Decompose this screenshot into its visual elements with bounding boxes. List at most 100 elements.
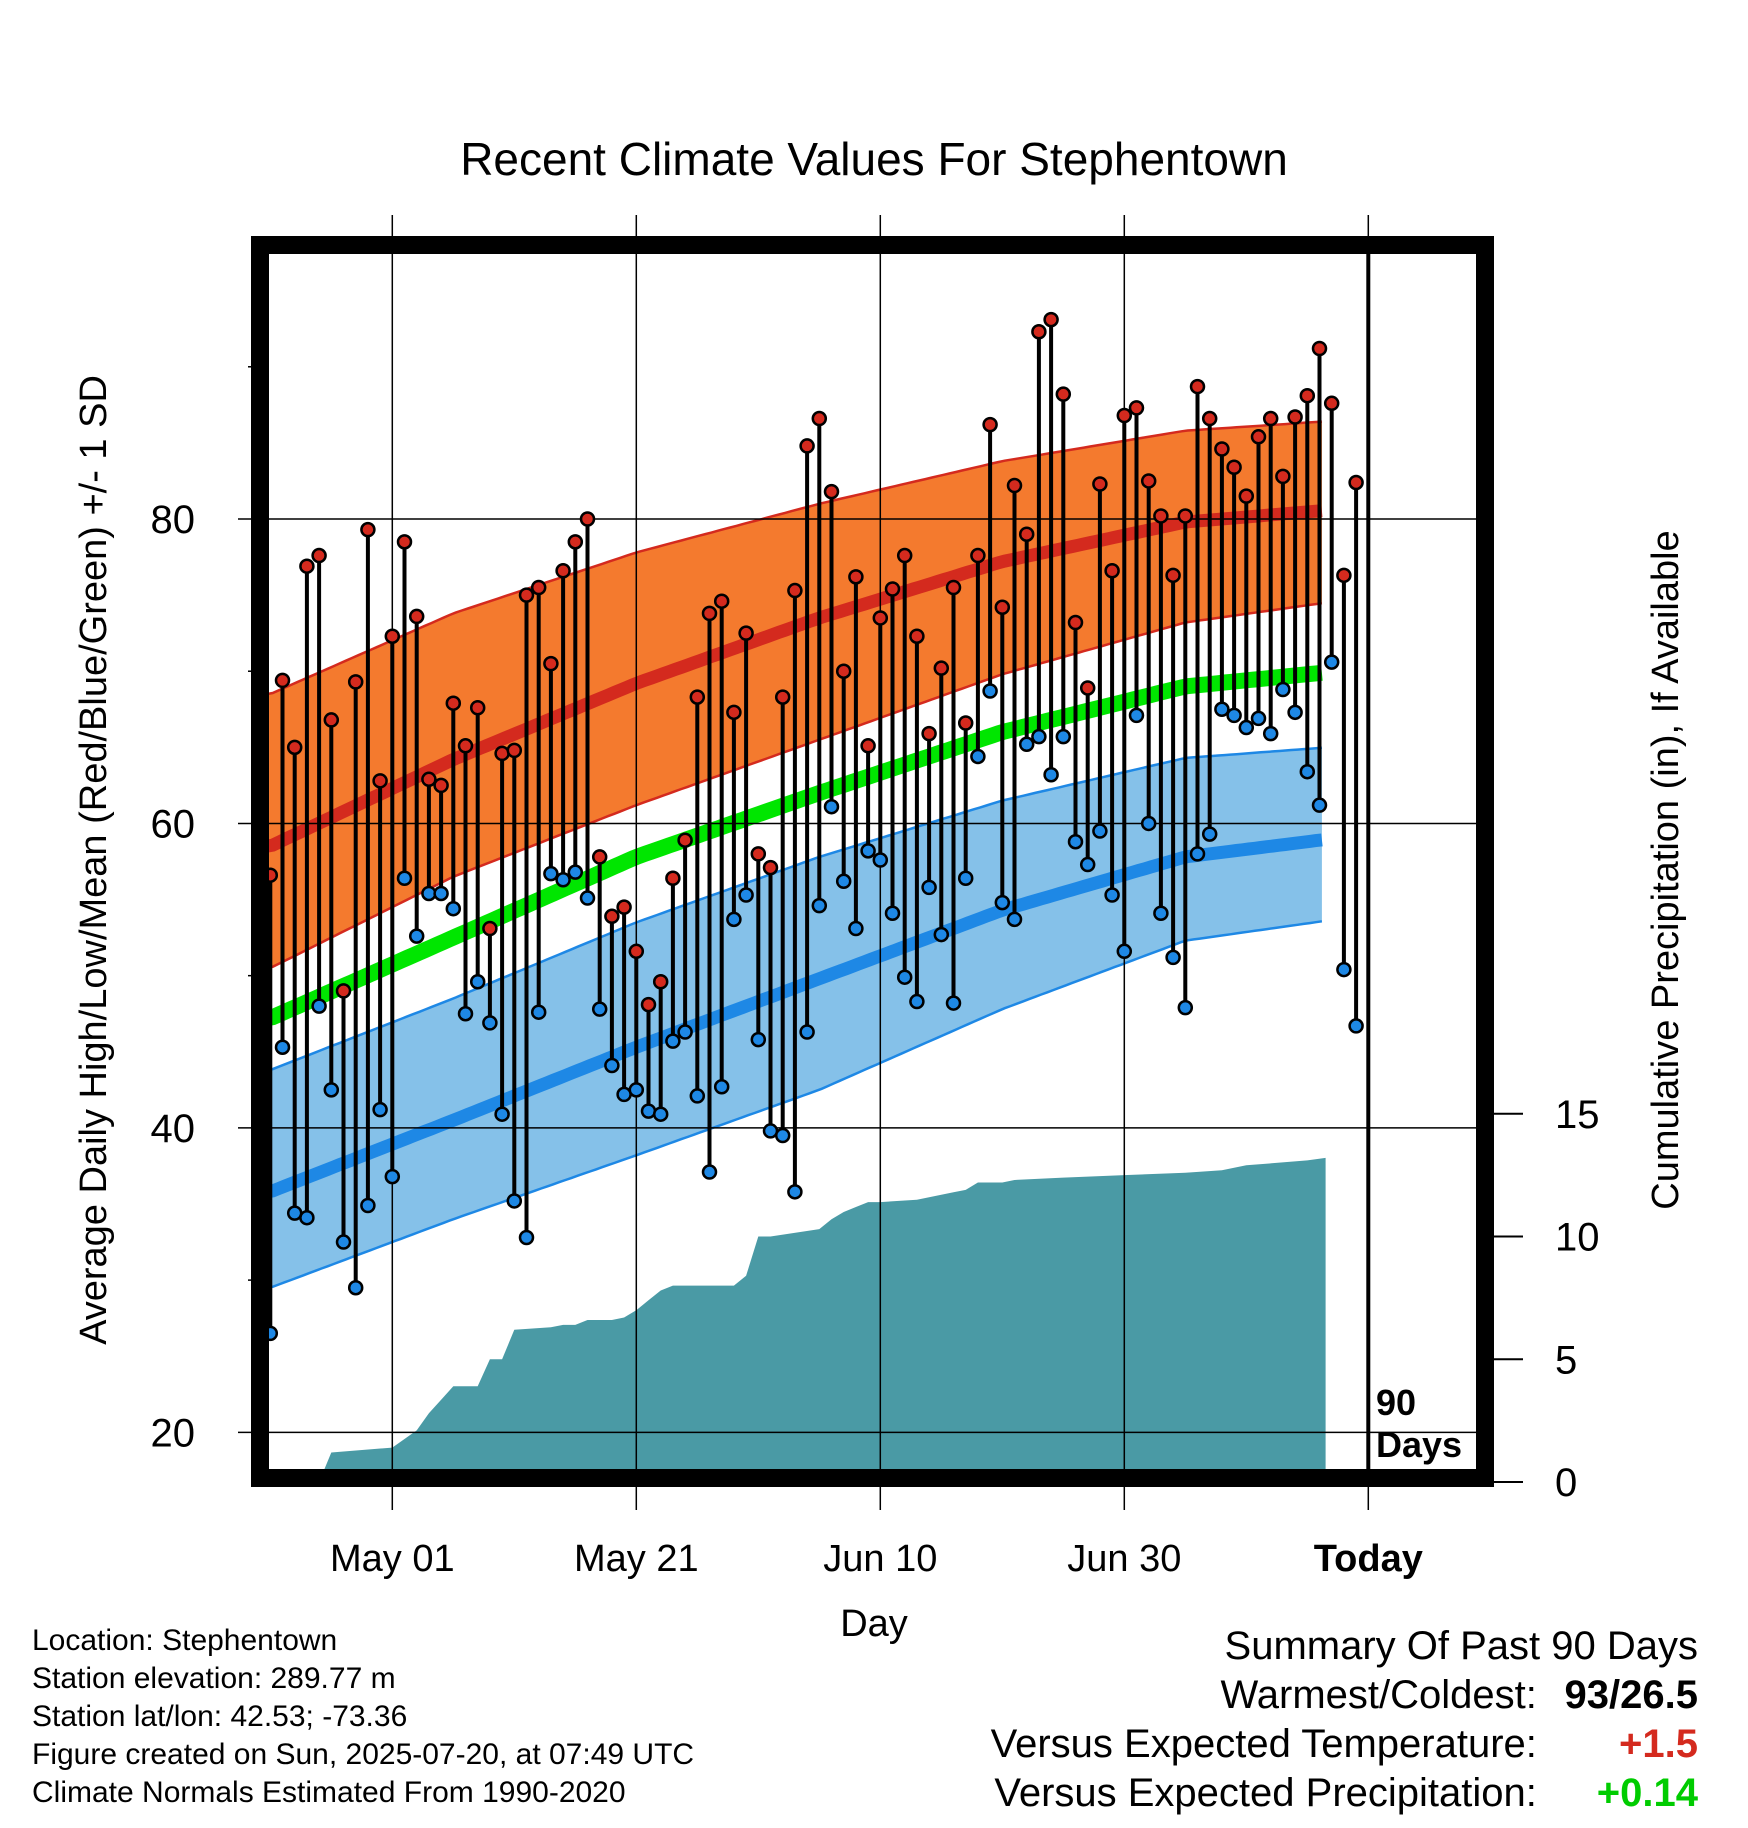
daily-low-point — [567, 864, 584, 880]
daily-low-point — [896, 969, 913, 985]
daily-low-point — [1128, 707, 1145, 724]
daily-high-point — [774, 689, 791, 705]
daily-low-point — [396, 870, 413, 886]
warmest-value: 93/26.5 — [1564, 1673, 1698, 1717]
daily-high-point — [274, 672, 291, 689]
daily-low-point — [774, 1127, 791, 1144]
y2-tick-label: 15 — [1555, 1093, 1600, 1137]
y-axis-label: Average Daily High/Low/Mean (Red/Blue/Gr… — [73, 375, 115, 1345]
precip-area — [266, 1157, 1326, 1482]
daily-high-point — [762, 859, 779, 876]
summary-panel: Summary Of Past 90 Days Warmest/Coldest:… — [991, 1622, 1698, 1818]
daily-low-point — [933, 926, 950, 943]
daily-high-point — [530, 579, 547, 596]
daily-low-point — [835, 873, 852, 890]
daily-low-point — [799, 1024, 815, 1040]
daily-high-point — [347, 674, 364, 690]
y-axis-ticks: 20 40 60 80 — [151, 498, 196, 1455]
daily-high-point — [482, 920, 498, 937]
daily-low-point — [1116, 943, 1133, 960]
daily-high-point — [835, 663, 852, 679]
daily-high-point — [494, 745, 510, 762]
daily-high-point — [640, 996, 657, 1013]
x-tick-label: May 21 — [574, 1538, 699, 1580]
daily-high-point — [933, 660, 950, 676]
daily-high-point — [1323, 395, 1340, 412]
daily-low-point — [909, 993, 925, 1010]
daily-low-point — [384, 1168, 401, 1185]
daily-high-point — [372, 773, 388, 789]
daily-high-point — [860, 738, 876, 754]
daily-low-point — [506, 1193, 523, 1209]
daily-high-point — [543, 655, 559, 672]
daily-high-point — [896, 547, 913, 564]
x-axis-label: Day — [840, 1603, 908, 1645]
daily-high-point — [433, 777, 449, 794]
daily-high-point — [384, 628, 401, 644]
daily-low-point — [652, 1106, 669, 1122]
daily-high-point — [726, 704, 742, 721]
daily-stems — [268, 319, 1359, 1334]
daily-low-point — [530, 1004, 547, 1020]
created-text: Figure created on Sun, 2025-07-20, at 07… — [32, 1738, 695, 1771]
daily-high-point — [604, 908, 620, 925]
daily-low-point — [482, 1015, 498, 1031]
daily-low-point — [494, 1106, 510, 1122]
daily-high-point — [1055, 386, 1072, 402]
daily-low-point — [1055, 728, 1072, 745]
daily-high-point — [1031, 324, 1047, 340]
daily-low-point — [1092, 823, 1108, 839]
daily-low-point — [1153, 905, 1169, 922]
daily-low-point — [335, 1234, 352, 1250]
latlon-text: Station lat/lon: 42.53; -73.36 — [32, 1700, 408, 1733]
daily-low-point — [640, 1103, 657, 1119]
daily-low-point — [1140, 815, 1157, 832]
daily-low-point — [823, 798, 840, 815]
daily-low-point — [860, 843, 876, 859]
daily-high-point — [421, 771, 437, 788]
daily-low-point — [665, 1033, 681, 1049]
plot-border — [251, 236, 1494, 1487]
station-info: Location: Stephentown Station elevation:… — [32, 1622, 694, 1812]
daily-low-point — [1287, 704, 1303, 721]
daily-high-point — [921, 725, 937, 742]
warmest-row: Warmest/Coldest: 93/26.5 — [991, 1671, 1699, 1720]
temp-label: Versus Expected Temperature: — [990, 1722, 1537, 1766]
daily-low-point — [884, 905, 901, 922]
x-tick-label: Jun 30 — [1067, 1538, 1181, 1580]
x-tick-label: May 01 — [330, 1538, 455, 1580]
y2-axis-label: Cumulative Precipitation (in), If Availa… — [1645, 530, 1687, 1209]
plot-frame — [251, 236, 1494, 1487]
daily-low-point — [433, 885, 449, 902]
daily-low-point — [360, 1197, 376, 1214]
daily-high-point — [408, 608, 425, 625]
precip-row: Versus Expected Precipitation: +0.14 — [991, 1769, 1698, 1818]
daily-low-point — [1177, 999, 1194, 1016]
daily-low-point — [738, 887, 754, 903]
daily-high-point — [799, 438, 815, 454]
daily-high-point — [1336, 567, 1352, 584]
temp-row: Versus Expected Temperature: +1.5 — [991, 1720, 1698, 1769]
daily-low-point — [591, 1001, 608, 1017]
daily-high-point — [1299, 387, 1316, 404]
daily-high-point — [823, 483, 840, 500]
daily-low-point — [726, 911, 742, 928]
today-label-line2: Days — [1376, 1424, 1462, 1465]
daily-high-point — [872, 610, 889, 626]
daily-high-point — [506, 742, 523, 759]
daily-high-point — [1348, 474, 1364, 491]
x-tick-label: Jun 10 — [823, 1538, 937, 1580]
daily-high-point — [1018, 526, 1035, 542]
daily-high-point — [1165, 567, 1181, 584]
daily-low-point — [323, 1082, 340, 1098]
daily-low-point — [518, 1229, 535, 1246]
daily-low-point — [1189, 846, 1206, 862]
daily-high-point — [1104, 563, 1120, 579]
daily-low-point — [982, 683, 998, 699]
daily-low-point — [1336, 961, 1352, 978]
daily-high-point — [909, 628, 925, 644]
daily-high-point — [1177, 508, 1194, 524]
daily-low-point — [1323, 654, 1340, 670]
summary-heading: Summary Of Past 90 Days — [1224, 1624, 1698, 1668]
